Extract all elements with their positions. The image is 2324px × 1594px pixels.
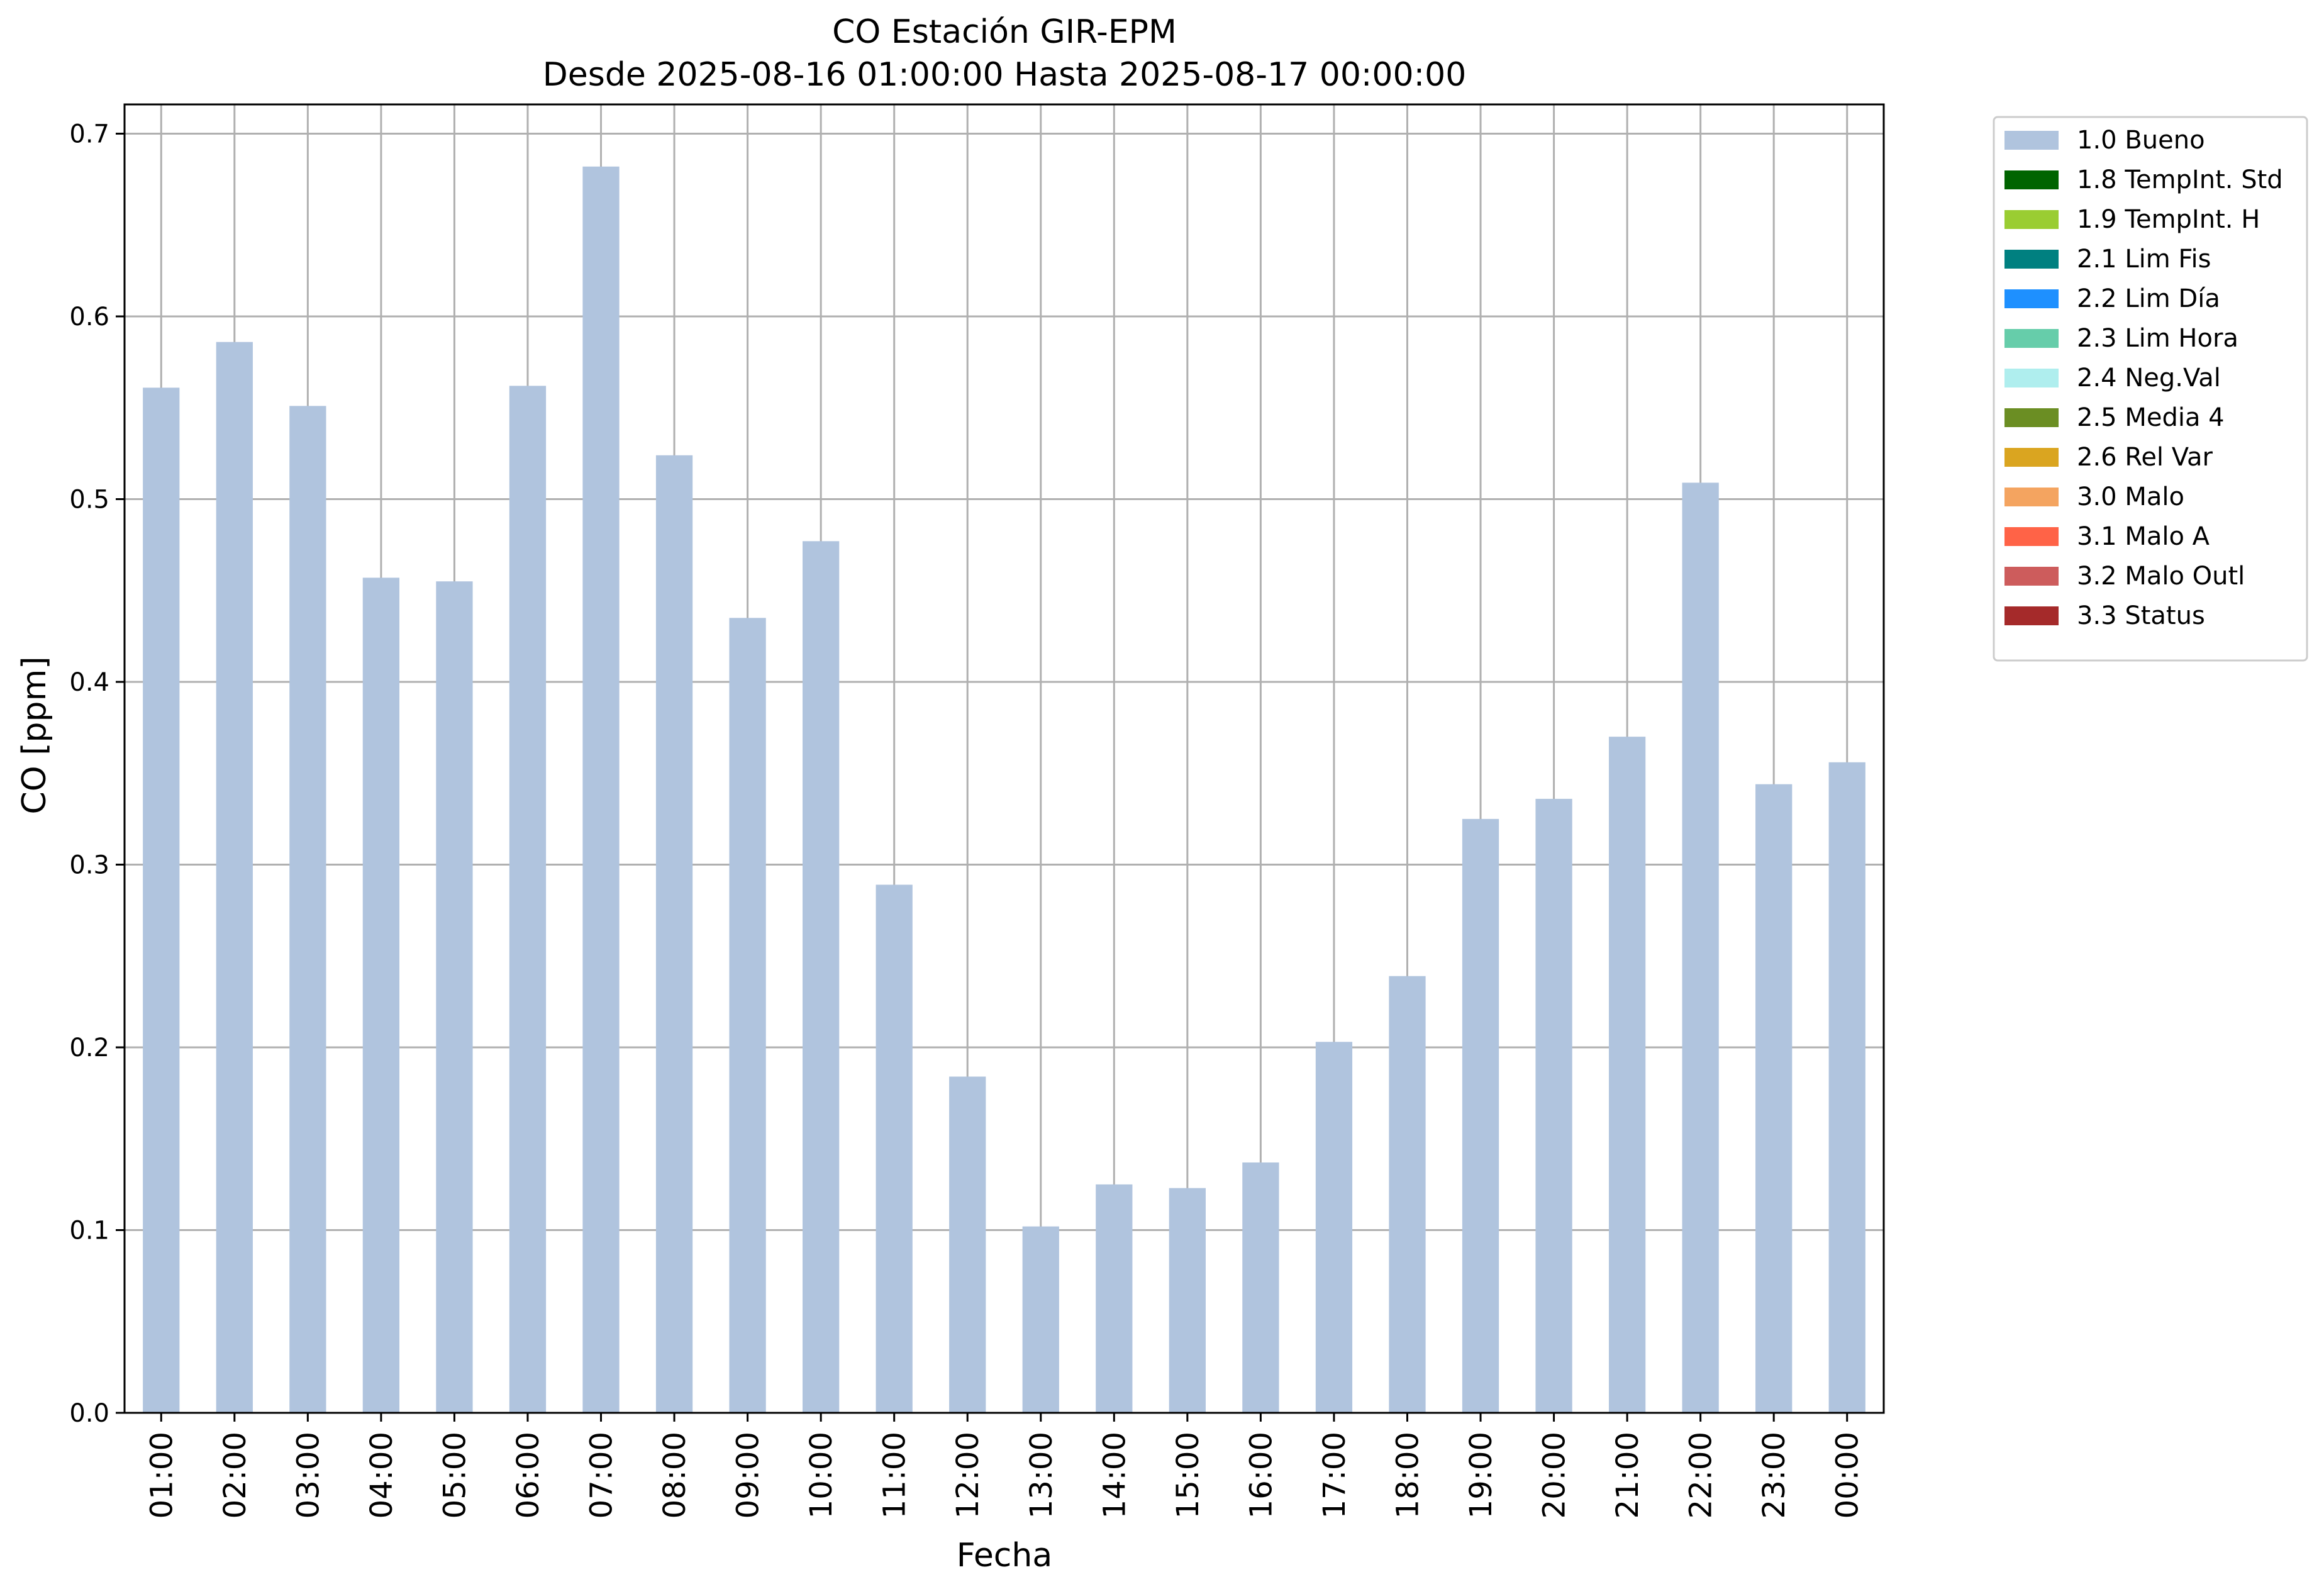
legend-label: 1.8 TempInt. Std [2077,165,2283,194]
bars [143,166,1865,1413]
x-tick-label: 23:00 [1757,1432,1792,1519]
bar [1828,762,1865,1413]
x-tick-label: 20:00 [1537,1432,1572,1519]
legend: 1.0 Bueno 1.8 TempInt. Std 1.9 TempInt. H 2… [1993,116,2308,662]
legend-label: 3.0 Malo [2077,482,2184,511]
bar [1535,798,1572,1413]
bar [729,618,766,1413]
legend-swatch [2004,567,2059,586]
tick-labels: 0.0 0.1 0.2 0.3 0.4 0.5 0.6 0.7 01:00 02:00 03:00 0… [69,120,1865,1519]
x-tick-label: 04:00 [364,1432,399,1519]
x-tick-label: 10:00 [804,1432,839,1519]
bar [1462,818,1499,1413]
x-tick-label: 21:00 [1610,1432,1645,1519]
legend-swatch [2004,210,2059,229]
legend-box [1993,116,2308,662]
legend-swatch [2004,329,2059,348]
legend-swatch [2004,289,2059,308]
x-tick-label: 11:00 [877,1432,913,1519]
y-axis-label: CO [ppm] [16,656,53,814]
bar [1608,737,1646,1413]
legend-label: 2.1 Lim Fis [2077,245,2211,274]
x-tick-label: 12:00 [950,1432,986,1519]
legend-swatch [2004,606,2059,625]
x-tick-label: 22:00 [1684,1432,1719,1519]
legend-label: 2.3 Lim Hora [2077,324,2238,353]
x-tick-label: 13:00 [1024,1432,1059,1519]
bar [1242,1162,1279,1413]
legend-label: 1.9 TempInt. H [2077,205,2260,234]
y-tick-label: 0.4 [69,668,109,697]
bar [876,884,913,1413]
y-tick-label: 0.5 [69,485,109,514]
x-tick-label: 07:00 [584,1432,620,1519]
legend-label: 2.6 Rel Var [2077,443,2213,472]
x-tick-label: 00:00 [1830,1432,1865,1519]
x-tick-label: 09:00 [731,1432,766,1519]
x-tick-label: 15:00 [1170,1432,1206,1519]
x-tick-label: 02:00 [218,1432,253,1519]
x-tick-label: 08:00 [657,1432,692,1519]
x-tick-label: 19:00 [1464,1432,1499,1519]
bar [216,342,253,1413]
bar [949,1076,986,1413]
bar [143,387,180,1413]
chart-subtitle: Desde 2025-08-16 01:00:00 Hasta 2025-08-… [543,56,1467,94]
legend-swatch [2004,250,2059,269]
x-axis-label: Fecha [957,1537,1052,1574]
plot-frame [123,103,1885,1414]
legend-label: 2.4 Neg.Val [2077,364,2221,393]
y-tick-label: 0.6 [69,303,109,332]
x-tick-label: 06:00 [511,1432,546,1519]
y-tick-label: 0.2 [69,1034,109,1062]
legend-swatch [2004,527,2059,546]
y-tick-label: 0.0 [69,1399,109,1428]
x-tick-label: 17:00 [1317,1432,1352,1519]
legend-swatch [2004,408,2059,427]
chart-title: CO Estación GIR-EPM [832,13,1177,51]
x-tick-label: 01:00 [144,1432,179,1519]
legend-label: 3.3 Status [2077,601,2205,630]
bar [289,406,326,1413]
bar [1022,1226,1059,1413]
bar [582,166,620,1413]
bar [509,386,547,1413]
legend-swatch [2004,131,2059,150]
y-tick-label: 0.3 [69,850,109,879]
x-tick-label: 14:00 [1097,1432,1132,1519]
legend-swatch [2004,448,2059,467]
bar [1755,784,1793,1413]
legend-label: 2.5 Media 4 [2077,403,2225,432]
legend-swatch [2004,170,2059,189]
bar [436,581,473,1413]
bar [803,541,840,1413]
legend-swatch [2004,369,2059,387]
bar [1169,1188,1206,1413]
y-tick-label: 0.1 [69,1216,109,1245]
bar [655,455,693,1413]
bar [1389,976,1426,1413]
x-tick-label: 16:00 [1243,1432,1279,1519]
bar [1096,1184,1133,1413]
bar [1315,1042,1353,1413]
legend-label: 2.2 Lim Día [2077,284,2220,313]
y-tick-label: 0.7 [69,120,109,148]
legend-label: 1.0 Bueno [2077,126,2205,155]
axes [116,103,1885,1422]
x-tick-label: 18:00 [1390,1432,1425,1519]
bar [362,577,400,1413]
legend-swatch [2004,488,2059,506]
bar [1682,482,1719,1413]
x-tick-label: 05:00 [437,1432,472,1519]
x-tick-label: 03:00 [291,1432,326,1519]
legend-label: 3.1 Malo A [2077,522,2210,551]
legend-label: 3.2 Malo Outl [2077,562,2245,591]
